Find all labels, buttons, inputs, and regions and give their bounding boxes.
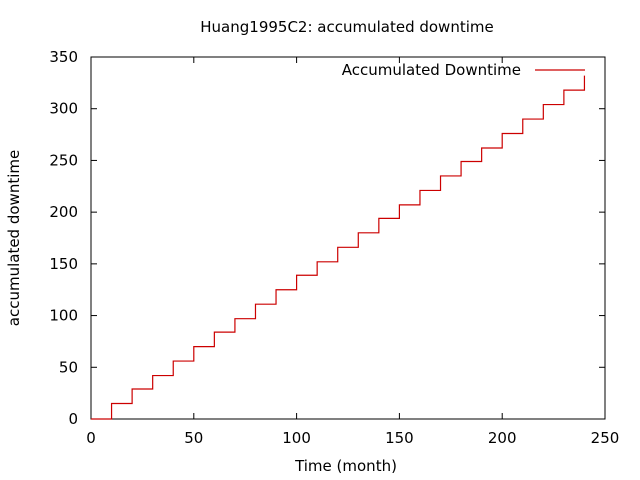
legend-label: Accumulated Downtime xyxy=(342,61,521,79)
y-tick-label: 300 xyxy=(49,100,78,118)
series-line xyxy=(91,75,586,420)
chart-title: Huang1995C2: accumulated downtime xyxy=(200,18,493,36)
x-tick-label: 200 xyxy=(488,429,517,447)
y-tick-label: 250 xyxy=(49,151,78,169)
y-tick-label: 100 xyxy=(49,307,78,325)
legend: Accumulated Downtime xyxy=(342,61,585,79)
y-tick-label: 200 xyxy=(49,203,78,221)
series-layer xyxy=(91,75,586,420)
x-axis: 0 50 100 150 200 250 xyxy=(86,57,619,447)
y-tick-label: 0 xyxy=(68,410,78,428)
y-axis: 0 50 100 150 200 250 300 350 xyxy=(49,48,605,428)
x-tick-label: 50 xyxy=(184,429,203,447)
x-tick-label: 250 xyxy=(591,429,620,447)
y-tick-label: 50 xyxy=(59,358,78,376)
y-tick-label: 350 xyxy=(49,48,78,66)
x-tick-label: 0 xyxy=(86,429,96,447)
y-tick-label: 150 xyxy=(49,255,78,273)
y-axis-label: accumulated downtime xyxy=(5,150,23,326)
x-tick-label: 150 xyxy=(385,429,414,447)
x-axis-label: Time (month) xyxy=(294,457,397,475)
x-tick-label: 100 xyxy=(282,429,311,447)
plot-frame xyxy=(90,56,606,420)
